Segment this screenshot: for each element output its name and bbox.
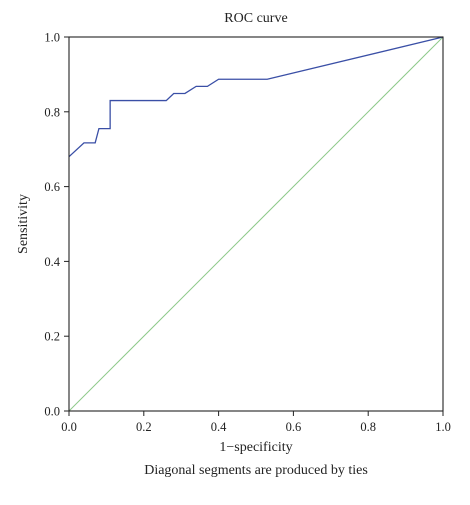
chart-footnote: Diagonal segments are produced by ties (144, 463, 368, 478)
y-tick-label: 0.2 (44, 330, 60, 344)
y-tick-label: 0.0 (44, 405, 60, 419)
y-tick-label: 0.4 (44, 255, 60, 269)
y-tick-label: 0.6 (44, 180, 60, 194)
plot-area: 0.0 0.2 0.4 0.6 0.8 1.0 0.0 0.2 0.4 0.6 0.8 1.0 (44, 31, 450, 435)
chart-title: ROC curve (224, 11, 287, 26)
y-axis-title: Sensitivity (16, 194, 31, 254)
x-axis-title: 1−specificity (219, 440, 292, 455)
y-tick-label: 1.0 (44, 31, 60, 45)
roc-curve-line (68, 36, 444, 158)
x-tick-label: 0.6 (286, 420, 302, 434)
reference-diagonal-line (68, 36, 444, 412)
plot-frame (68, 36, 444, 412)
x-tick-label: 1.0 (435, 420, 451, 434)
x-tick-label: 0.2 (136, 420, 152, 434)
x-tick-label: 0.4 (211, 420, 227, 434)
x-tick-label: 0.8 (360, 420, 376, 434)
y-tick-label: 0.8 (44, 105, 60, 119)
x-tick-label: 0.0 (61, 420, 77, 434)
